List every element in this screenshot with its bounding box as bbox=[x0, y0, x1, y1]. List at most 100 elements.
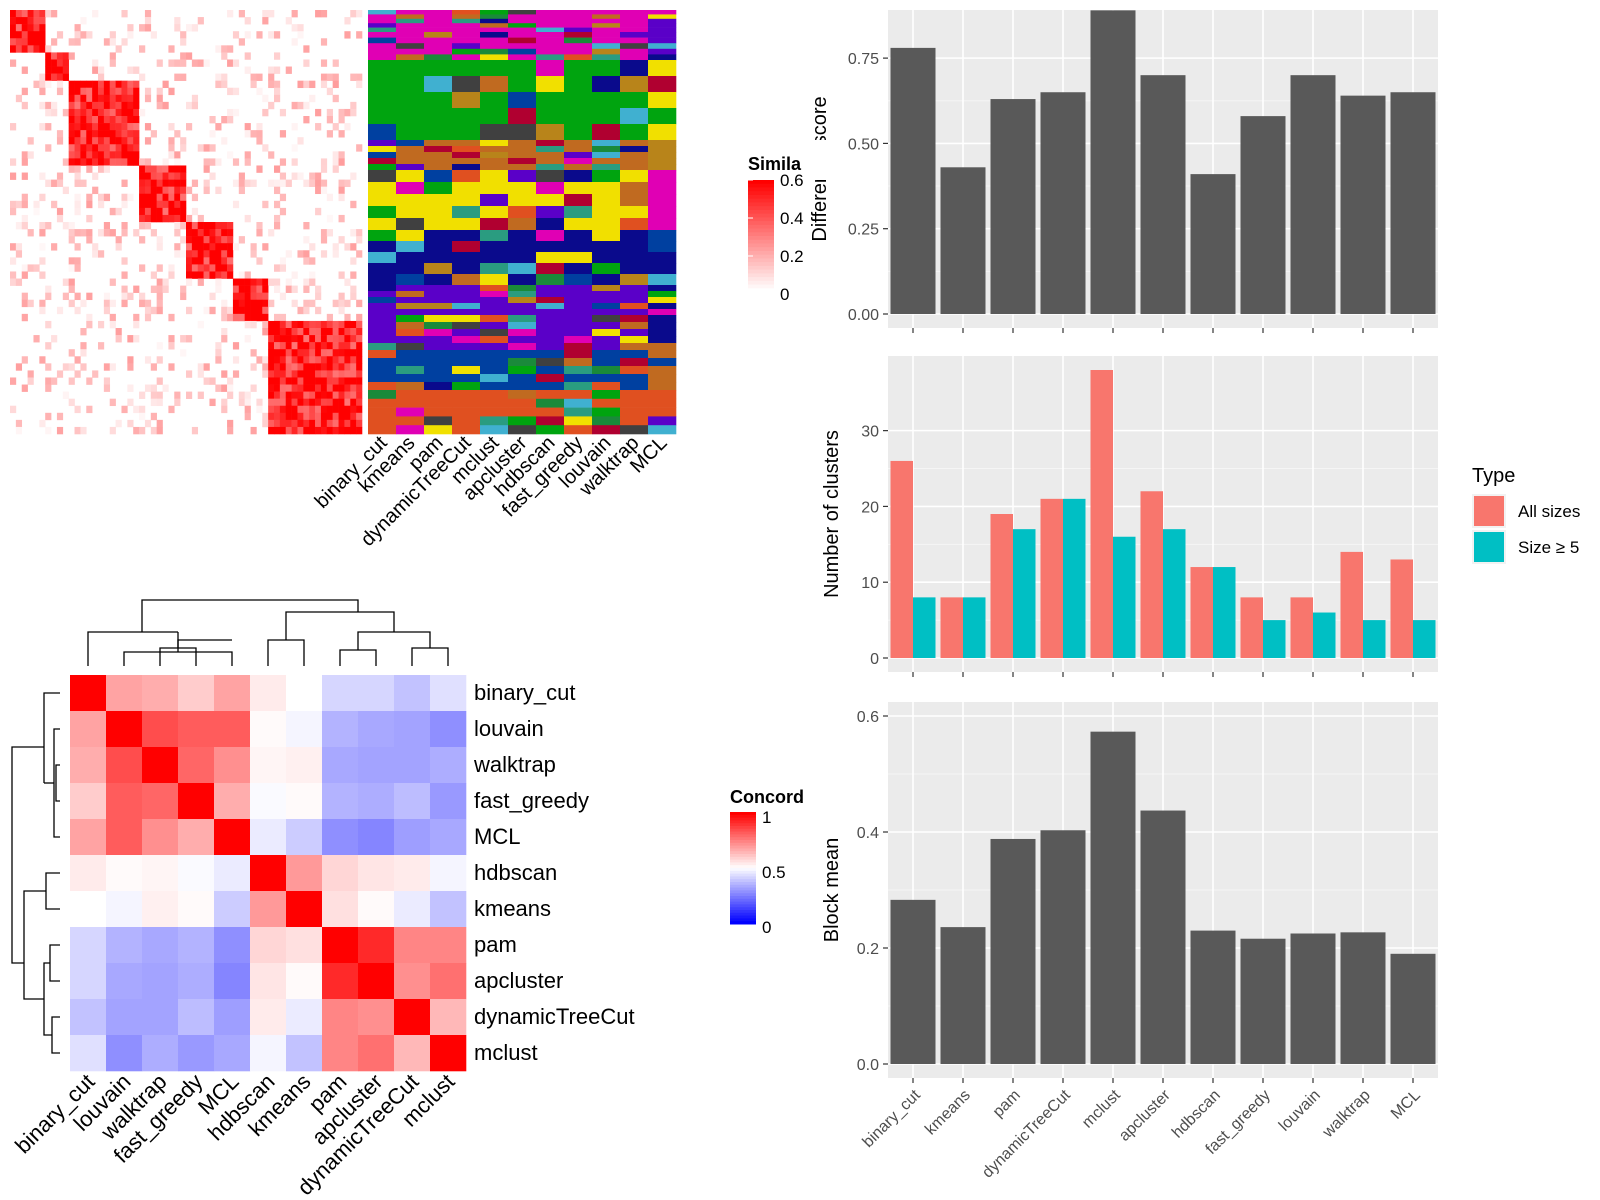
similarity-cell bbox=[268, 384, 275, 392]
similarity-cell bbox=[309, 80, 316, 89]
cluster-cell bbox=[620, 382, 649, 391]
similarity-cell bbox=[291, 158, 298, 166]
similarity-cell bbox=[80, 342, 87, 350]
concordance-cell bbox=[322, 999, 359, 1036]
concordance-legend-label: 0.5 bbox=[762, 863, 786, 882]
cluster-cell bbox=[396, 108, 425, 125]
similarity-cell bbox=[203, 165, 210, 173]
similarity-cell bbox=[21, 214, 28, 223]
cluster-cell bbox=[648, 206, 677, 219]
cluster-cell bbox=[620, 416, 649, 426]
cluster-cell bbox=[536, 206, 565, 219]
similarity-cell bbox=[156, 342, 163, 350]
similarity-cell bbox=[344, 363, 351, 371]
cluster-cell bbox=[536, 230, 565, 242]
similarity-cell bbox=[338, 412, 345, 421]
similarity-cell bbox=[315, 356, 322, 364]
similarity-cell bbox=[103, 108, 111, 117]
similarity-cell bbox=[68, 137, 75, 145]
legend-label: All sizes bbox=[1518, 502, 1580, 521]
similarity-cell bbox=[109, 229, 116, 237]
similarity-cell bbox=[350, 363, 357, 371]
cluster-cell bbox=[396, 194, 425, 207]
similarity-cell bbox=[103, 229, 111, 237]
cluster-cell bbox=[508, 182, 537, 195]
similarity-cell bbox=[115, 419, 122, 428]
concordance-legend-swatch bbox=[730, 834, 756, 838]
cluster-cell bbox=[396, 206, 425, 219]
cluster-cell bbox=[564, 27, 593, 33]
similarity-cell bbox=[68, 349, 75, 357]
dendrogram-branch bbox=[43, 962, 52, 1036]
bar-size-ge5 bbox=[1013, 529, 1036, 658]
similarity-cell bbox=[121, 144, 128, 152]
dendrogram-branch bbox=[51, 1016, 60, 1054]
cluster-cell bbox=[424, 398, 453, 408]
similarity-cell bbox=[56, 59, 64, 67]
similarity-cell bbox=[10, 123, 17, 131]
cluster-cell bbox=[368, 60, 397, 77]
similarity-cell bbox=[303, 377, 310, 385]
similarity-cell bbox=[139, 292, 146, 301]
cluster-cell bbox=[368, 108, 397, 125]
similarity-cell bbox=[285, 398, 292, 407]
cluster-cell bbox=[648, 285, 677, 292]
cluster-cell bbox=[564, 358, 593, 367]
concordance-cell bbox=[286, 999, 323, 1036]
similarity-cell bbox=[168, 59, 175, 67]
cluster-cell bbox=[452, 124, 481, 141]
similarity-cell bbox=[344, 320, 351, 329]
cluster-cell bbox=[536, 425, 565, 435]
similarity-cell bbox=[338, 236, 345, 244]
similarity-cell bbox=[320, 363, 328, 371]
similarity-cell bbox=[303, 299, 310, 308]
concordance-legend-swatch bbox=[730, 893, 756, 897]
similarity-cell bbox=[51, 108, 58, 117]
similarity-cell bbox=[274, 80, 281, 89]
similarity-cell bbox=[250, 285, 257, 293]
similarity-cell bbox=[139, 179, 146, 187]
similarity-cell bbox=[291, 10, 298, 18]
cluster-cell bbox=[368, 285, 397, 292]
similarity-cell bbox=[21, 45, 28, 53]
similarity-cell bbox=[350, 172, 357, 180]
similarity-cell bbox=[74, 101, 81, 110]
cluster-cell bbox=[396, 303, 425, 310]
cluster-cell bbox=[480, 303, 509, 310]
similarity-cell bbox=[115, 108, 122, 117]
similarity-cell bbox=[291, 349, 298, 357]
similarity-cell bbox=[274, 377, 281, 385]
similarity-cell bbox=[27, 38, 34, 46]
similarity-cell bbox=[103, 144, 111, 152]
cluster-cell bbox=[396, 374, 425, 383]
cluster-cell bbox=[648, 140, 677, 147]
cluster-cell bbox=[368, 263, 397, 275]
cluster-cell bbox=[452, 350, 481, 359]
similarity-legend-swatch bbox=[748, 243, 774, 248]
cluster-cell bbox=[368, 407, 397, 417]
cluster-cell bbox=[396, 14, 425, 20]
similarity-cell bbox=[74, 207, 81, 216]
similarity-cell bbox=[127, 335, 134, 343]
similarity-cell bbox=[150, 172, 157, 180]
similarity-cell bbox=[238, 236, 245, 244]
similarity-cell bbox=[227, 264, 234, 272]
bar bbox=[940, 167, 986, 314]
cluster-cell bbox=[424, 366, 453, 375]
similarity-cell bbox=[326, 349, 333, 357]
similarity-cell bbox=[68, 151, 75, 159]
similarity-cell bbox=[274, 222, 281, 230]
similarity-cell bbox=[350, 342, 357, 350]
cluster-cell bbox=[424, 382, 453, 391]
similarity-legend-swatch bbox=[748, 221, 774, 226]
similarity-cell bbox=[180, 165, 187, 173]
cluster-cell bbox=[620, 366, 649, 375]
similarity-cell bbox=[80, 17, 87, 25]
dendrogram-branch bbox=[339, 649, 377, 666]
concordance-cell bbox=[358, 783, 395, 820]
similarity-cell bbox=[209, 264, 216, 272]
similarity-cell bbox=[139, 200, 146, 209]
similarity-cell bbox=[180, 52, 187, 60]
similarity-cell bbox=[315, 412, 322, 421]
similarity-cell bbox=[291, 384, 298, 392]
